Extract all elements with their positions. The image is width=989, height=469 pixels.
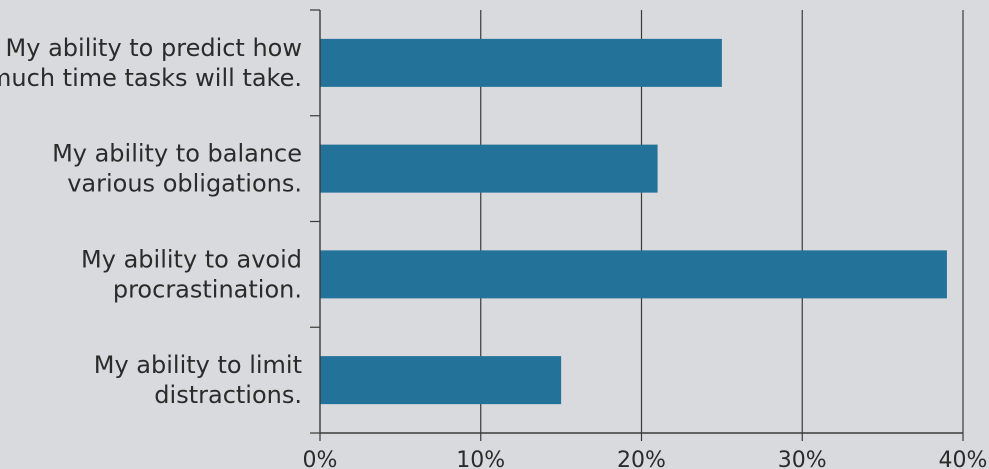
bar bbox=[320, 250, 947, 299]
x-tick-label: 20% bbox=[617, 448, 666, 469]
category-label: My ability to balance various obligations… bbox=[52, 140, 302, 198]
bar bbox=[320, 38, 722, 87]
category-label: My ability to avoid procrastination. bbox=[81, 245, 302, 303]
bar bbox=[320, 356, 562, 405]
x-tick-label: 10% bbox=[456, 448, 505, 469]
x-tick-label: 30% bbox=[778, 448, 827, 469]
bar bbox=[320, 144, 658, 193]
category-label: My ability to limit distractions. bbox=[94, 351, 302, 409]
x-tick-label: 0% bbox=[303, 448, 338, 469]
x-tick-label: 40% bbox=[939, 448, 988, 469]
category-label: My ability to predict how much time tasks… bbox=[0, 34, 302, 92]
